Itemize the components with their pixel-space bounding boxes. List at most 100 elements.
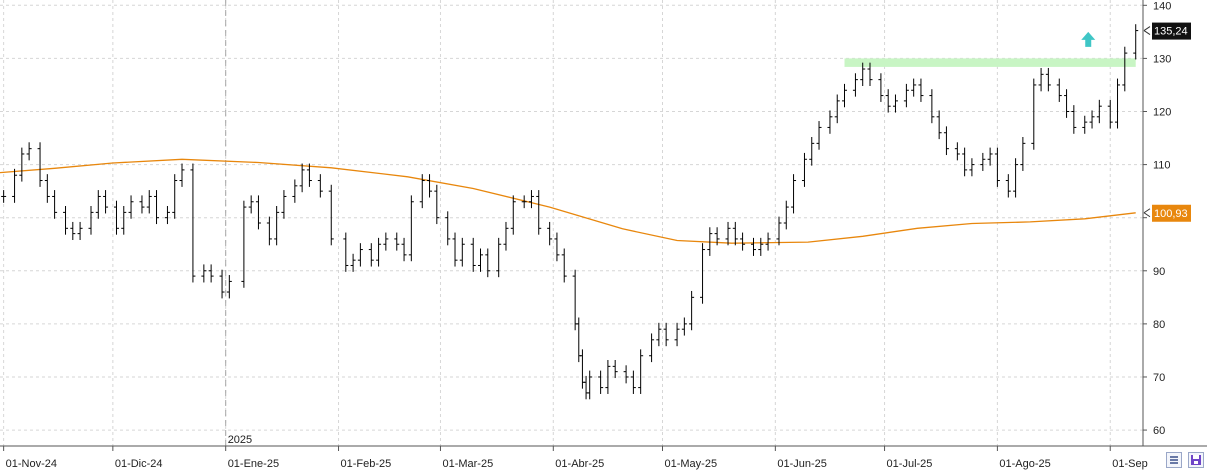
price-bar: [776, 216, 782, 246]
price-bar: [1122, 46, 1128, 92]
moving-average-line: [0, 158, 1136, 244]
price-bar: [77, 221, 83, 240]
price-bar: [63, 206, 69, 235]
price-bar: [605, 359, 611, 394]
price-bar: [328, 184, 334, 246]
price-bar: [37, 142, 43, 187]
price-bar: [969, 158, 975, 177]
price-bar: [12, 168, 18, 203]
price-bar: [452, 232, 458, 267]
price-bar: [834, 94, 840, 124]
y-tick-label: 90: [1153, 266, 1165, 278]
price-bar: [954, 142, 960, 161]
price-bar: [1, 190, 7, 203]
price-bar: [783, 200, 789, 230]
x-tick-label: 01-Mar-25: [442, 458, 493, 470]
y-tick-label: 120: [1153, 107, 1171, 119]
price-bar: [521, 195, 527, 209]
price-bar: [128, 195, 134, 219]
price-bar: [936, 110, 942, 140]
price-bar: [725, 221, 731, 246]
price-bar: [911, 78, 917, 97]
price-bar: [226, 275, 232, 299]
price-bar: [801, 152, 807, 187]
last-price-badge-box: [1152, 22, 1191, 40]
price-bar: [630, 370, 636, 394]
price-bar: [547, 221, 553, 246]
price-bar: [52, 190, 58, 219]
price-bar: [732, 221, 738, 246]
price-bar: [892, 94, 898, 113]
price-bar: [765, 232, 771, 251]
price-bar: [292, 179, 298, 203]
price-bar: [164, 206, 170, 225]
y-tick-label: 70: [1153, 372, 1165, 384]
price-bar: [445, 211, 451, 246]
price-bar: [852, 73, 858, 97]
y-tick-label: 130: [1153, 53, 1171, 65]
x-tick-label: 01-Jun-25: [777, 458, 827, 470]
price-bar: [791, 174, 797, 214]
resistance-zone: [844, 58, 1136, 67]
price-bar: [1071, 105, 1077, 134]
price-bar: [962, 147, 968, 177]
price-bar: [376, 237, 382, 267]
price-bar: [707, 227, 713, 256]
year-label: 2025: [228, 434, 252, 446]
price-bar: [139, 195, 145, 214]
x-tick-label: 01-Jul-25: [887, 458, 933, 470]
price-bar: [700, 243, 706, 304]
x-tick-label: 01-Abr-25: [555, 458, 604, 470]
price-bar: [1045, 67, 1051, 92]
price-bar: [809, 136, 815, 166]
price-bar: [190, 163, 196, 283]
price-bar: [248, 195, 254, 214]
price-bar: [987, 147, 993, 166]
x-tick-label: 01-Nov-24: [6, 458, 57, 470]
price-bar: [459, 237, 465, 267]
price-bar: [867, 62, 873, 87]
price-bar: [241, 200, 247, 288]
save-chart-button[interactable]: [1188, 452, 1204, 468]
price-bar: [878, 73, 884, 102]
price-bar: [401, 237, 407, 262]
price-bar: [842, 83, 848, 108]
x-tick-label: 01-May-25: [665, 458, 718, 470]
price-bar: [827, 110, 833, 134]
price-bar: [740, 232, 746, 251]
price-bar: [485, 248, 491, 278]
price-bar: [554, 232, 560, 262]
price-bar: [383, 232, 389, 251]
moving-average-badge-box: [1152, 204, 1191, 222]
price-bar: [255, 195, 261, 230]
price-bar: [510, 195, 516, 235]
last-price-badge-label: 135,24: [1154, 26, 1188, 38]
chart-settings-button[interactable]: [1166, 452, 1182, 468]
price-bar: [536, 190, 542, 235]
price-bar: [88, 206, 94, 235]
price-bar: [121, 206, 127, 235]
price-bar: [44, 174, 50, 203]
price-bar: [929, 89, 935, 124]
price-bar: [350, 253, 356, 272]
price-bar: [980, 152, 986, 171]
price-bar: [587, 370, 593, 400]
floppy-disk-icon: [1191, 455, 1201, 465]
price-bar: [612, 359, 618, 379]
price-bar: [751, 237, 757, 256]
price-bar: [638, 349, 644, 394]
price-bar: [598, 370, 604, 394]
price-bar: [299, 163, 305, 193]
price-bar: [1133, 24, 1139, 60]
price-bar: [496, 237, 502, 278]
price-bar: [306, 163, 312, 187]
price-bar: [154, 190, 160, 225]
y-tick-label: 80: [1153, 319, 1165, 331]
price-bar: [179, 163, 185, 187]
price-bar: [656, 322, 662, 347]
price-bar: [70, 221, 76, 240]
moving-average-badge-pointer: [1143, 208, 1151, 218]
price-bar: [477, 248, 483, 272]
